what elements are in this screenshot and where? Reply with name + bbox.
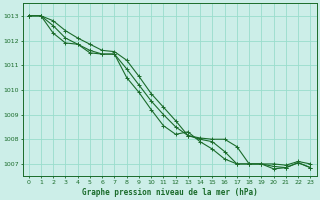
- X-axis label: Graphe pression niveau de la mer (hPa): Graphe pression niveau de la mer (hPa): [82, 188, 257, 197]
